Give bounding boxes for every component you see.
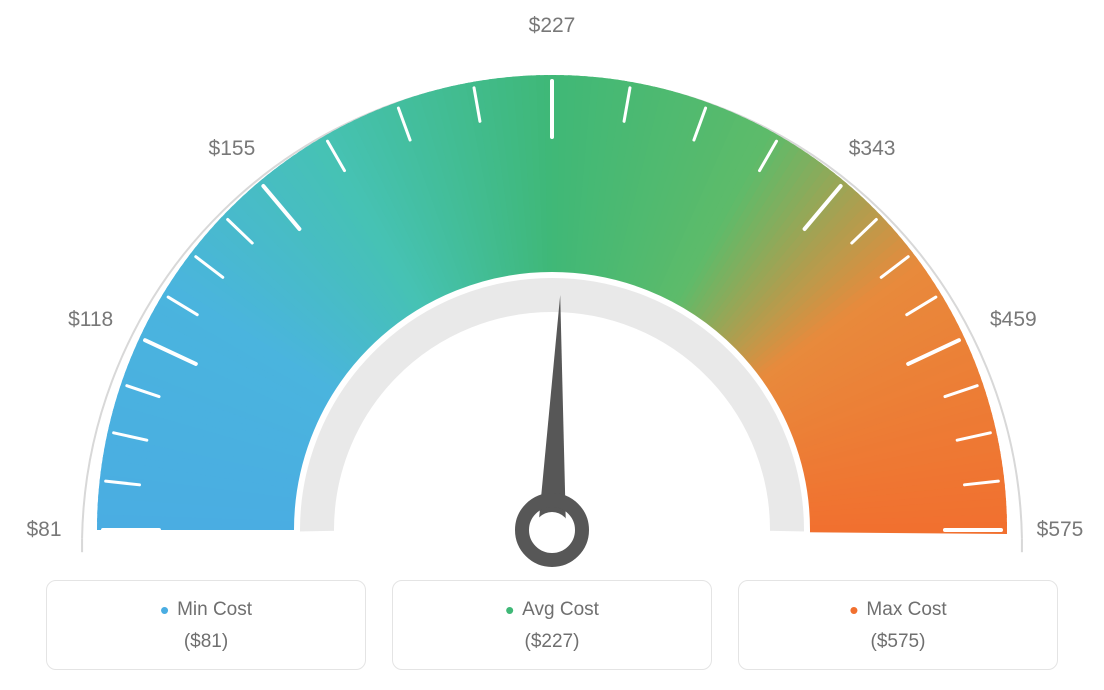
legend-card-avg: Avg Cost ($227)	[392, 580, 712, 670]
gauge-tick-label: $118	[68, 308, 113, 332]
gauge-tick-label: $227	[529, 14, 576, 38]
gauge-svg	[0, 0, 1104, 570]
legend-min-label: Min Cost	[57, 599, 355, 621]
gauge-tick-label: $459	[990, 308, 1037, 332]
gauge-tick-label: $155	[209, 137, 256, 161]
legend-max-value: ($575)	[749, 631, 1047, 653]
gauge-tick-label: $343	[849, 137, 896, 161]
legend-min-value: ($81)	[57, 631, 355, 653]
legend-card-min: Min Cost ($81)	[46, 580, 366, 670]
legend-avg-value: ($227)	[403, 631, 701, 653]
gauge-chart: $81 $118 $155 $227 $343 $459 $575	[0, 0, 1104, 570]
gauge-tick-label: $81	[26, 518, 61, 542]
legend-max-label: Max Cost	[749, 599, 1047, 621]
cost-gauge-container: $81 $118 $155 $227 $343 $459 $575 Min Cost ($8…	[0, 0, 1104, 690]
legend-card-max: Max Cost ($575)	[738, 580, 1058, 670]
legend-row: Min Cost ($81) Avg Cost ($227) Max Cost …	[0, 580, 1104, 670]
gauge-tick-label: $575	[1037, 518, 1084, 542]
legend-avg-label: Avg Cost	[403, 599, 701, 621]
